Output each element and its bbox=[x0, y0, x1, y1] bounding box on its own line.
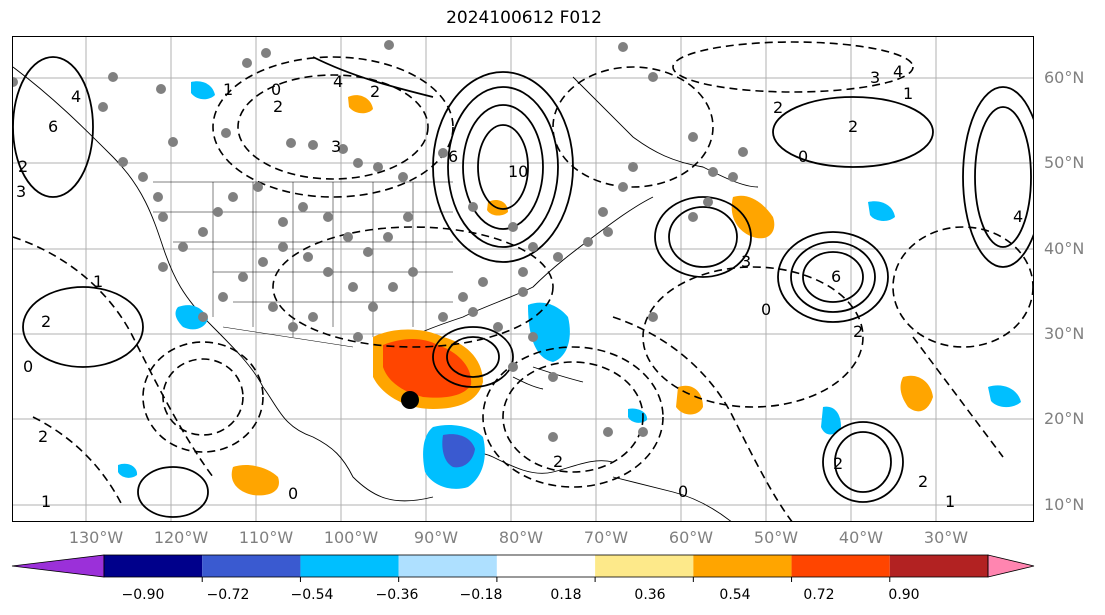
colorbar-segment bbox=[889, 555, 988, 577]
contour-label: 4 bbox=[71, 87, 81, 106]
contour-label: 1 bbox=[945, 492, 955, 511]
contour-label: 2 bbox=[18, 157, 28, 176]
contour-label: 0 bbox=[798, 147, 808, 166]
contour-label: 2 bbox=[773, 98, 783, 117]
colorbar-tick: −0.72 bbox=[206, 587, 250, 603]
colorbar-tick: −0.54 bbox=[290, 587, 334, 603]
contour-label: 2 bbox=[848, 117, 858, 136]
contour-label: 2 bbox=[41, 312, 51, 331]
contour-label: 2 bbox=[38, 427, 48, 446]
orange-region-east bbox=[900, 375, 933, 412]
contour-label: 6 bbox=[831, 267, 841, 286]
colorbar-tick: 0.90 bbox=[888, 587, 920, 603]
lat-label: 50°N bbox=[1044, 153, 1085, 172]
storm-center-marker bbox=[401, 391, 419, 409]
station-dots bbox=[13, 40, 748, 442]
colorbar-segment bbox=[595, 555, 694, 577]
contour-label: 0 bbox=[23, 357, 33, 376]
contour-label: 2 bbox=[370, 82, 380, 101]
contour-label: 3 bbox=[741, 252, 751, 271]
colorbar-segment bbox=[496, 555, 596, 577]
blue-region-east-small bbox=[868, 201, 895, 221]
lon-label: 60°W bbox=[668, 528, 714, 547]
colorbar-segment bbox=[693, 555, 792, 577]
contour-label: 1 bbox=[903, 84, 913, 103]
contour-label: 2 bbox=[273, 97, 283, 116]
contours-solid bbox=[13, 56, 1033, 518]
contour-label: 4 bbox=[893, 62, 903, 81]
lon-label: 30°W bbox=[923, 528, 969, 547]
map-panel: 6 4 2 1 0 3 2 10 2 6 3 2 4 1 0 6 4 2 2 3… bbox=[12, 36, 1034, 522]
contour-label: 0 bbox=[271, 80, 281, 99]
lon-label: 120°W bbox=[153, 528, 209, 547]
contour-label: 1 bbox=[41, 492, 51, 511]
lon-label: 90°W bbox=[413, 528, 459, 547]
orange-region-atlantic bbox=[731, 195, 775, 239]
contour-label: 3 bbox=[870, 68, 880, 87]
blue-region-eastatl bbox=[988, 385, 1021, 408]
contour-label: 2 bbox=[553, 452, 563, 471]
lat-label: 40°N bbox=[1044, 239, 1085, 258]
colorbar-extend-low bbox=[11, 554, 105, 578]
contour-labels: 6 4 2 1 0 3 2 10 2 6 3 2 4 1 0 6 4 2 2 3… bbox=[16, 62, 1023, 511]
red-region-gulf bbox=[383, 339, 472, 398]
colorbar-tick: 0.36 bbox=[634, 587, 666, 603]
colorbar-tick: 0.18 bbox=[550, 587, 582, 603]
orange-region-mid bbox=[676, 385, 703, 415]
lon-label: 50°W bbox=[753, 528, 799, 547]
contour-label: 3 bbox=[16, 182, 26, 201]
contour-label: 2 bbox=[918, 472, 928, 491]
shading-positive bbox=[231, 95, 933, 496]
contour-label: 0 bbox=[761, 300, 771, 319]
lat-label: 30°N bbox=[1044, 324, 1085, 343]
colorbar-segment bbox=[202, 555, 301, 577]
contour-label: 4 bbox=[333, 72, 343, 91]
blue-region-pacific bbox=[175, 305, 208, 330]
colorbar-tick: 0.72 bbox=[803, 587, 835, 603]
colorbar-segment bbox=[300, 555, 399, 577]
colorbar-segment bbox=[104, 555, 203, 577]
lon-label: 80°W bbox=[498, 528, 544, 547]
lon-label: 40°W bbox=[838, 528, 884, 547]
contour-label: 2 bbox=[833, 454, 843, 473]
colorbar-segment bbox=[398, 555, 497, 577]
contour-label: 1 bbox=[93, 272, 103, 291]
colorbar-segment bbox=[791, 555, 890, 577]
orange-region-small bbox=[348, 95, 373, 114]
lon-label: 70°W bbox=[583, 528, 629, 547]
colorbar-extend-high bbox=[987, 554, 1035, 578]
map-canvas: 6 4 2 1 0 3 2 10 2 6 3 2 4 1 0 6 4 2 2 3… bbox=[13, 37, 1033, 521]
lat-label: 10°N bbox=[1044, 495, 1085, 514]
contour-label: 4 bbox=[1013, 207, 1023, 226]
contour-label: 1 bbox=[223, 80, 233, 99]
contours-dashed bbox=[13, 41, 1033, 521]
contour-label: 3 bbox=[331, 137, 341, 156]
lon-label: 130°W bbox=[68, 528, 124, 547]
blue-region-south-atl bbox=[821, 406, 841, 435]
lon-label: 100°W bbox=[323, 528, 379, 547]
lat-label: 20°N bbox=[1044, 409, 1085, 428]
contour-label: 2 bbox=[853, 322, 863, 341]
contour-label: 0 bbox=[288, 484, 298, 503]
lat-label: 60°N bbox=[1044, 68, 1085, 87]
colorbar-tick: −0.90 bbox=[121, 587, 165, 603]
lon-label: 110°W bbox=[238, 528, 294, 547]
contour-label: 6 bbox=[48, 117, 58, 136]
orange-region-west bbox=[231, 465, 279, 496]
map-title: 2024100612 F012 bbox=[446, 8, 602, 28]
darkblue-region-caribbean bbox=[442, 434, 475, 468]
blue-region-west-coast bbox=[118, 463, 138, 478]
contour-label: 6 bbox=[448, 147, 458, 166]
colorbar-tick: −0.36 bbox=[375, 587, 419, 603]
colorbar-tick: −0.18 bbox=[459, 587, 503, 603]
blue-region-north bbox=[191, 81, 215, 100]
contour-label: 0 bbox=[678, 482, 688, 501]
colorbar-outline bbox=[103, 554, 989, 578]
colorbar-tick: 0.54 bbox=[719, 587, 751, 603]
contour-label: 10 bbox=[508, 162, 528, 181]
